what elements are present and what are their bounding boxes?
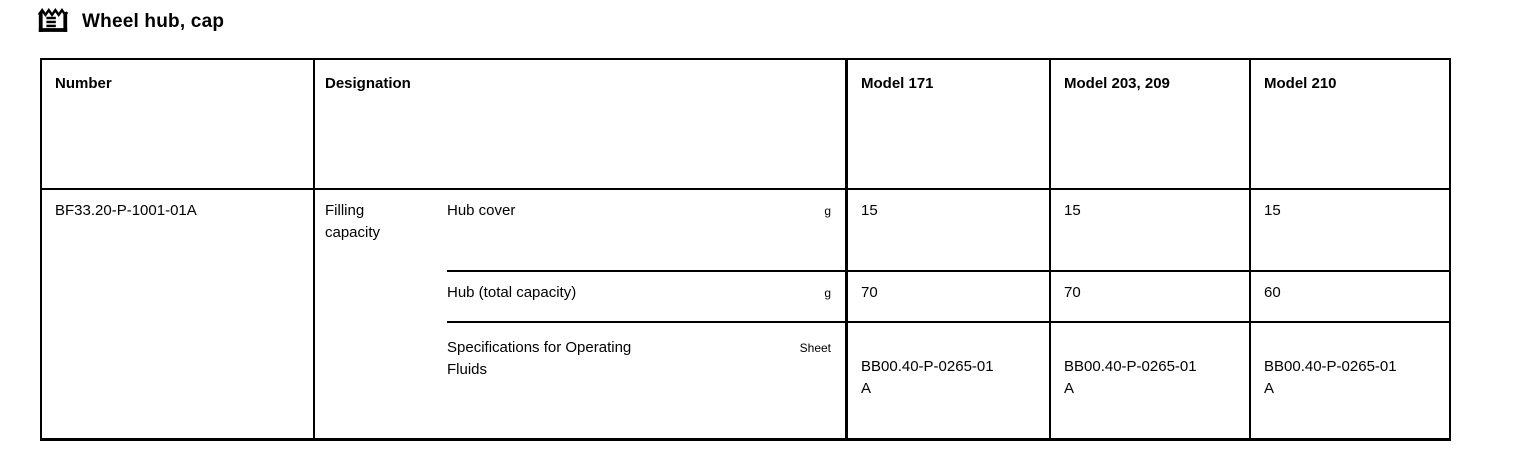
column-header-number: Number xyxy=(42,60,315,190)
designation-label: Specifications for Operating Fluids xyxy=(447,339,632,378)
designation-row-hub-total: Hub (total capacity) g xyxy=(447,272,848,323)
column-header-designation: Designation xyxy=(315,60,848,190)
unit-label: g xyxy=(824,286,831,300)
document-number-cell: BF33.20-P-1001-01A xyxy=(42,190,315,438)
value-cell: 15 xyxy=(848,190,1051,272)
section-title-bar: Wheel hub, cap xyxy=(36,6,224,37)
designation-label: Hub (total capacity) xyxy=(447,284,577,301)
filling-capacity-container-icon xyxy=(36,6,70,37)
value-cell: BB00.40-P-0265-01 A xyxy=(1051,323,1251,438)
value-cell: 60 xyxy=(1251,272,1449,323)
value-cell: 15 xyxy=(1051,190,1251,272)
value-cell: 70 xyxy=(1051,272,1251,323)
spec-table: Number Designation Model 171 Model 203, … xyxy=(40,58,1451,441)
designation-label: Hub cover xyxy=(447,202,516,219)
value-cell: BB00.40-P-0265-01 A xyxy=(1264,358,1397,397)
column-header-model-203-209: Model 203, 209 xyxy=(1051,60,1251,190)
value-cell: 70 xyxy=(848,272,1051,323)
value-cell: 15 xyxy=(1251,190,1449,272)
column-header-model-210: Model 210 xyxy=(1251,60,1449,190)
group-label-filling-capacity: Filling capacity xyxy=(325,202,381,241)
page-title: Wheel hub, cap xyxy=(82,10,225,32)
unit-label: Sheet xyxy=(799,341,831,355)
unit-label: g xyxy=(824,204,831,218)
value-cell: BB00.40-P-0265-01 A xyxy=(848,323,1051,438)
designation-row-operating-fluids: Specifications for Operating Fluids Shee… xyxy=(447,323,848,438)
designation-row-hub-cover: Hub cover g xyxy=(447,190,848,272)
column-header-model-171: Model 171 xyxy=(848,60,1051,190)
